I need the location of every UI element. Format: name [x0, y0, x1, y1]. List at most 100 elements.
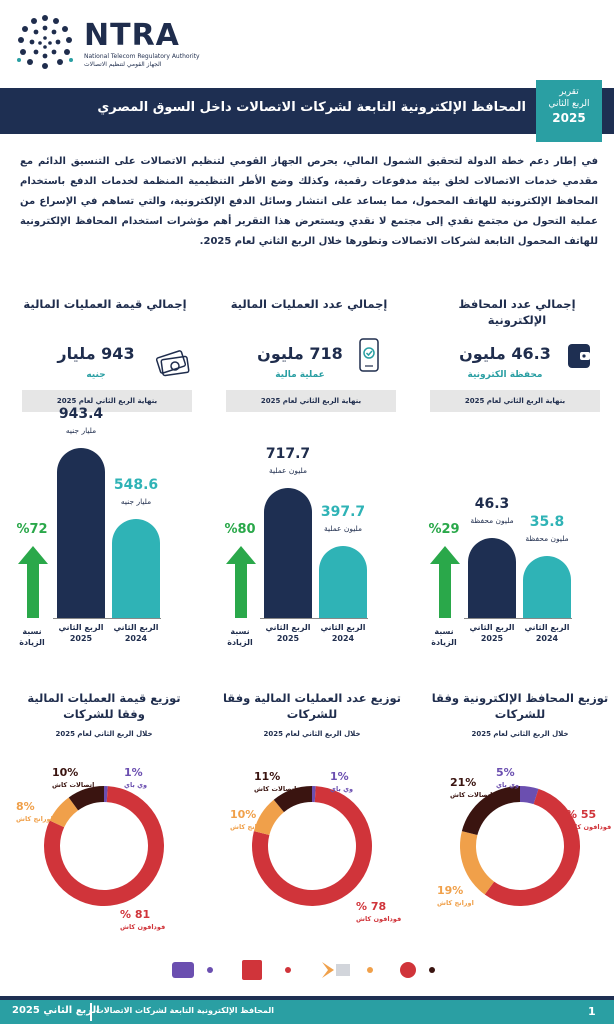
operator-legend: [170, 958, 450, 982]
pie-subtitle: خلال الربع الثاني لعام 2025: [263, 730, 361, 738]
slice-name: اتصالات كاش: [450, 791, 493, 799]
bar-value-2024: 548.6: [113, 477, 159, 494]
quarter-label-1: تقرير: [559, 87, 579, 97]
donut-chart: [252, 786, 372, 906]
kpi-title-transactions: إجمالي عدد العمليات المالية: [230, 297, 388, 311]
pie-title: توزيع المحافظ الإلكترونية وفقا للشركات: [431, 691, 609, 721]
pie-subtitle: خلال الربع الثاني لعام 2025: [471, 730, 569, 738]
footer-title: المحافظ الإلكترونية التابعة لشركات الاتص…: [95, 1006, 274, 1015]
title-bar: [0, 88, 614, 134]
intro-paragraph: في إطار دعم خطة الدولة لتحقيق الشمول الم…: [20, 156, 598, 247]
bar-value-2025: 46.3: [474, 496, 510, 512]
slice-percent: 10%: [52, 766, 79, 779]
slice-name: فودافون كاش: [356, 915, 402, 923]
footer-accent: [0, 996, 614, 1000]
donut-slice: [49, 797, 79, 828]
kpi-value-wallets: 46.3 مليون: [459, 344, 551, 363]
etisalat-cash-logo-icon: [242, 960, 291, 980]
bar-baseline: [53, 618, 161, 619]
slice-name: اورانج كاش: [437, 899, 474, 907]
donut-slice: [461, 786, 520, 836]
footer-divider: [90, 1003, 92, 1021]
kpi-unit-transactions: عملية مالية: [275, 370, 325, 380]
donut-slice: [520, 786, 539, 805]
bar-unit-2025: مليون محفظة: [470, 516, 514, 525]
bar-label-2024: الربع الثاني 2024: [320, 623, 366, 643]
green-up-arrow-icon: [226, 546, 256, 618]
kpi-foot-transactions: بنهاية الربع الثاني لعام 2025: [226, 390, 396, 412]
page-title: المحافظ الإلكترونية التابعة لشركات الاتص…: [97, 100, 526, 115]
vodafone-cash-logo-icon: [400, 962, 435, 978]
wallet-icon: [566, 340, 592, 374]
slice-name: اتصالات كاش: [52, 781, 95, 789]
bar-label-2025: الربع الثاني 2025: [265, 623, 311, 643]
slice-name: وي باي: [330, 785, 354, 793]
bar-q2-2025: [468, 538, 516, 618]
logo-name: NTRA: [84, 18, 180, 53]
slice-name: اتصالات كاش: [254, 785, 297, 793]
bar-value-2025: 717.7: [265, 446, 311, 462]
green-up-arrow-icon: [430, 546, 460, 618]
bar-value-2025: 943.4: [58, 406, 104, 422]
bar-unit-2025: مليار جنيه: [65, 426, 97, 435]
slice-percent: 21%: [450, 776, 477, 789]
donut-slice: [273, 786, 312, 813]
donut-slice: [312, 786, 316, 803]
kpi-value-value: 943 مليار: [57, 344, 135, 363]
footer: [0, 1000, 614, 1024]
bar-label-2024: الربع الثاني 2024: [524, 623, 570, 643]
increase-label: نسبة الزيادة: [431, 627, 457, 647]
quarter-label-2: الربع الثاني: [548, 99, 590, 109]
green-up-arrow-icon: [18, 546, 48, 618]
kpi-unit-wallets: محفظة الكترونية: [467, 370, 543, 380]
slice-percent: 1%: [124, 766, 143, 779]
slice-percent: 11%: [254, 770, 281, 783]
slice-percent: 55 %: [566, 808, 597, 821]
slice-name: فودافون كاش: [566, 823, 612, 831]
ntra-logo: [14, 12, 214, 72]
donut-slice: [68, 786, 104, 811]
slice-percent: 5%: [496, 766, 515, 779]
slice-percent: 1%: [330, 770, 349, 783]
kpi-foot-value: بنهاية الربع الثاني لعام 2025: [22, 390, 192, 412]
donut-slice: [484, 788, 580, 906]
slice-name: اورانج كاش: [230, 823, 267, 831]
quarter-badge: تقرير الربع الثاني 2025: [536, 80, 602, 142]
slice-name: وي باي: [124, 781, 148, 789]
logo-sub-ar: الجهاز القومي لتنظيم الاتصالات: [84, 61, 162, 68]
bar-unit-2024: مليون عملية: [323, 523, 363, 533]
bar-baseline: [260, 618, 368, 619]
orange-cash-logo-icon: [322, 962, 373, 978]
money-icon: [154, 344, 192, 382]
bar-unit-2024: مليار جنيه: [120, 497, 152, 507]
slice-name: اورانج كاش: [16, 815, 53, 823]
donut-chart: [460, 786, 580, 906]
slice-name: فودافون كاش: [120, 923, 166, 931]
bar-q2-2024: [319, 545, 367, 618]
phone-check-icon: [358, 338, 380, 376]
slice-name: وي باي: [496, 781, 520, 789]
increase-percent: %72: [16, 522, 48, 537]
kpi-unit-value: جنيه: [86, 370, 106, 380]
kpi-title-value: إجمالي قيمة العمليات المالية: [23, 297, 187, 311]
footer-quarter: الربع الثاني 2025: [12, 1005, 100, 1016]
bar-value-2024: 397.7: [320, 503, 366, 520]
pie-subtitle: خلال الربع الثاني لعام 2025: [55, 730, 153, 738]
bar-q2-2025: [264, 488, 312, 618]
donut-slice: [104, 786, 108, 803]
donut-slice: [253, 799, 284, 836]
kpi-foot-wallets: بنهاية الربع الثاني لعام 2025: [430, 390, 600, 412]
quarter-year: 2025: [552, 111, 586, 125]
bar-baseline: [464, 618, 572, 619]
increase-label: نسبة الزيادة: [227, 627, 253, 647]
slice-percent: 19%: [437, 884, 464, 897]
kpi-title-wallets: إجمالي عدد المحافظ الإلكترونية: [458, 297, 576, 327]
bar-q2-2024: [112, 519, 160, 618]
logo-sub-en: National Telecom Regulatory Authority: [84, 53, 200, 60]
pie-title: توزيع قيمة العمليات المالية وفقا للشركات: [27, 691, 181, 721]
bar-q2-2024: [523, 556, 571, 618]
bar-label-2024: الربع الثاني 2024: [113, 623, 159, 643]
bar-label-2025: الربع الثاني 2025: [58, 623, 104, 643]
slice-percent: 81 %: [120, 908, 151, 921]
pie-title: توزيع عدد العمليات المالية وفقا للشركات: [222, 691, 401, 721]
